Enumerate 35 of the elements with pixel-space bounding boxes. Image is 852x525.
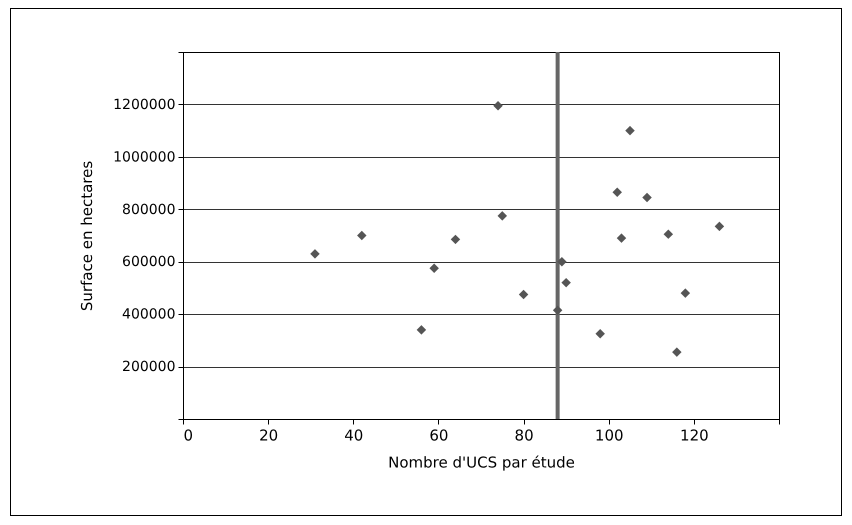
point <box>429 264 439 274</box>
point <box>561 278 571 288</box>
point <box>310 249 320 259</box>
point <box>493 100 503 110</box>
point <box>664 229 674 239</box>
y-tick-label: 400000 <box>122 306 176 323</box>
y-tick-label: 600000 <box>122 254 176 270</box>
point <box>518 290 528 300</box>
point <box>498 211 508 221</box>
point <box>557 256 567 266</box>
x-tick-label: 60 <box>429 426 448 444</box>
y-tick-label: 1000000 <box>113 149 176 166</box>
x-tick-label: 120 <box>680 426 709 444</box>
point <box>357 230 367 240</box>
y-tick-label: 1200000 <box>113 96 176 113</box>
point <box>672 347 682 357</box>
point <box>680 288 690 298</box>
point <box>714 222 724 232</box>
x-tick-label: 100 <box>594 426 624 444</box>
point <box>642 192 652 202</box>
point <box>612 188 622 197</box>
point <box>616 233 626 243</box>
y-tick-label: 200000 <box>122 359 176 376</box>
x-axis-title: Nombre d'UCS par étude <box>388 454 575 472</box>
point <box>552 305 562 315</box>
y-axis-title: Surface en hectares <box>78 160 96 312</box>
x-tick-label: 40 <box>344 426 364 444</box>
point <box>450 234 460 244</box>
point <box>625 126 635 136</box>
x-tick-label: 20 <box>259 426 278 444</box>
x-tick-label: 0 <box>184 426 194 444</box>
y-tick-label: 800000 <box>122 202 176 218</box>
x-tick-label: 80 <box>514 426 534 444</box>
point <box>595 329 605 339</box>
point <box>416 325 426 335</box>
